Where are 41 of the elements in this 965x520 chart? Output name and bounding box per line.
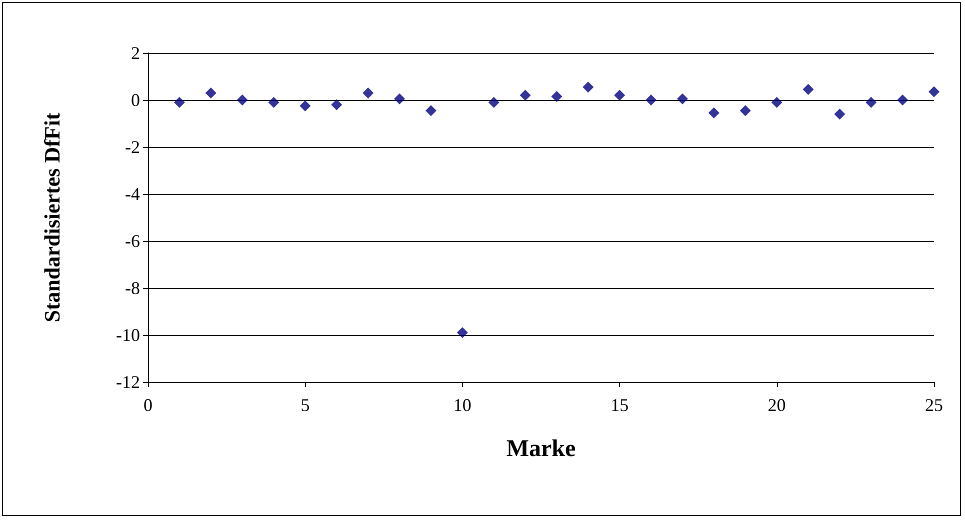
x-tick-label: 5 [300,395,310,415]
y-tick-label: -8 [125,278,140,298]
point [236,94,248,106]
point [331,99,342,110]
y-tick-label: 2 [131,43,140,63]
point [582,82,594,93]
point [268,96,280,108]
point [520,90,531,101]
x-tick-label: 15 [610,395,629,415]
point [205,87,216,98]
y-tick-label: 0 [131,90,140,110]
point [425,105,436,116]
point [897,94,908,106]
point [456,327,468,338]
point [771,96,782,108]
y-tick-label: -10 [116,325,140,345]
y-tick-label: -4 [125,184,140,204]
point [708,107,720,118]
point [488,96,500,108]
point [740,105,751,116]
point [834,108,846,120]
y-tick-label: -6 [125,231,140,251]
point [646,94,657,106]
point [614,90,626,101]
point [928,86,940,98]
y-tick-label: -12 [116,372,140,392]
point [802,84,814,95]
x-tick-label: 25 [925,395,943,415]
point [174,96,185,108]
point [866,96,877,108]
y-axis-title: Standardisiertes DfFit [40,112,64,322]
point [676,93,688,104]
x-tick-label: 0 [144,395,152,415]
y-tick-label: -2 [125,137,140,157]
point [362,87,374,98]
x-axis-title: Marke [506,436,576,462]
point [394,93,406,104]
x-tick-label: 10 [453,395,472,415]
point [300,100,311,112]
point [551,90,562,102]
x-tick-label: 20 [768,395,786,415]
